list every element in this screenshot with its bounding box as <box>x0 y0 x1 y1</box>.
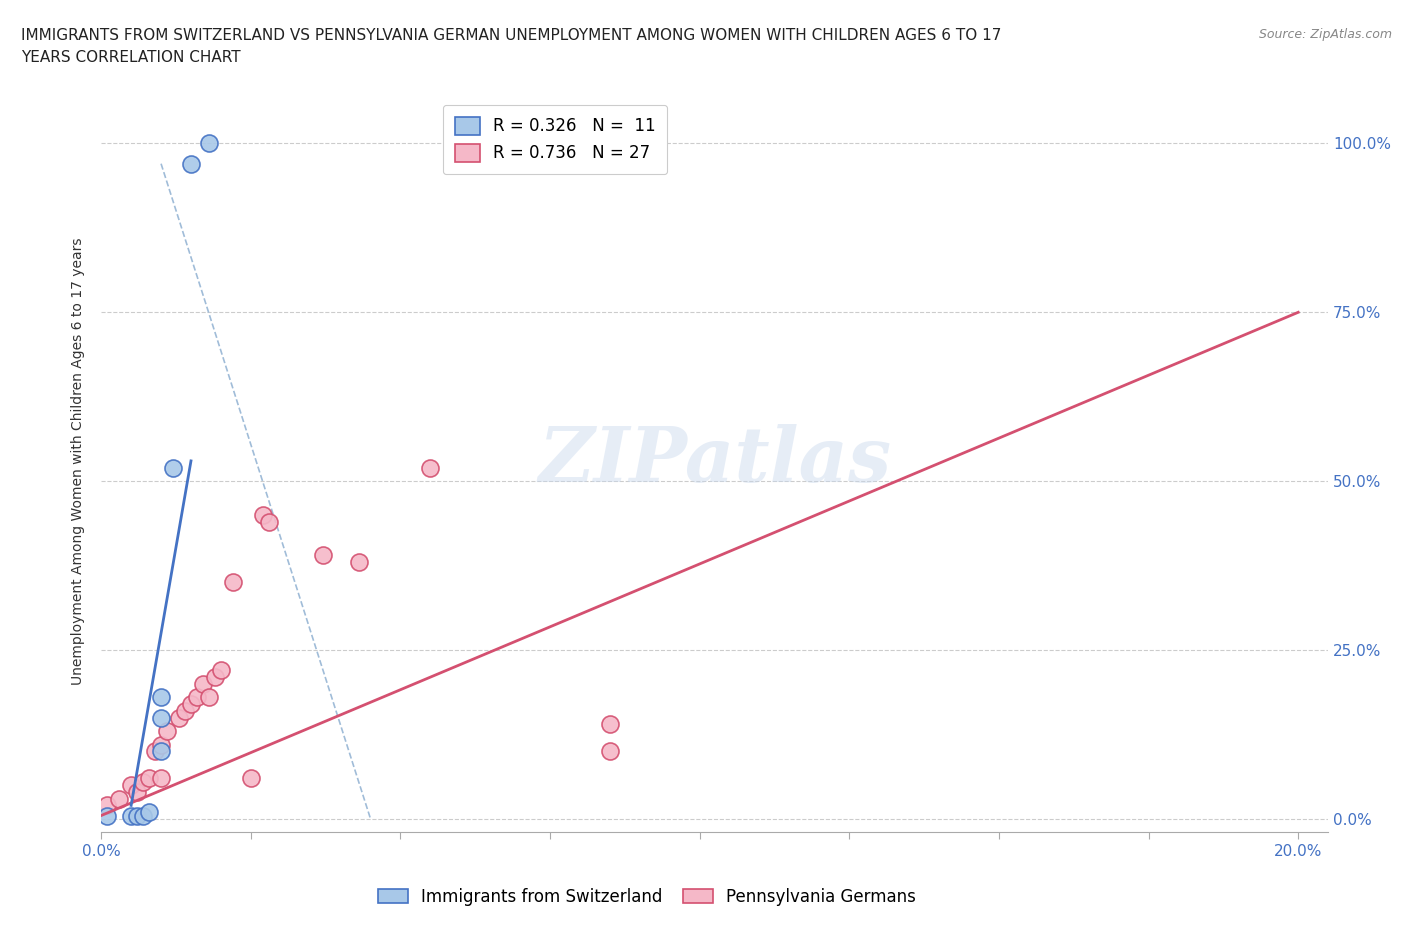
Point <box>150 771 173 786</box>
Point <box>138 804 160 819</box>
Point <box>599 744 621 759</box>
Point <box>120 777 142 792</box>
Point <box>311 548 333 563</box>
Point <box>143 744 166 759</box>
Point <box>599 717 621 732</box>
Point <box>132 808 155 823</box>
Point <box>186 690 208 705</box>
Point <box>198 690 221 705</box>
Point <box>419 460 441 475</box>
Point <box>96 798 118 813</box>
Point <box>191 676 214 691</box>
Point <box>120 808 142 823</box>
Point <box>127 784 149 799</box>
Text: ZIPatlas: ZIPatlas <box>538 424 891 498</box>
Point <box>156 724 179 738</box>
Legend: Immigrants from Switzerland, Pennsylvania Germans: Immigrants from Switzerland, Pennsylvani… <box>371 881 922 912</box>
Point <box>150 744 173 759</box>
Text: Source: ZipAtlas.com: Source: ZipAtlas.com <box>1258 28 1392 41</box>
Point <box>108 791 131 806</box>
Point <box>174 703 197 718</box>
Point <box>138 771 160 786</box>
Point <box>257 514 280 529</box>
Point <box>204 670 226 684</box>
Point <box>150 711 173 725</box>
Y-axis label: Unemployment Among Women with Children Ages 6 to 17 years: Unemployment Among Women with Children A… <box>72 237 86 684</box>
Point <box>239 771 262 786</box>
Point <box>167 711 190 725</box>
Legend: R = 0.326   N =  11, R = 0.736   N = 27: R = 0.326 N = 11, R = 0.736 N = 27 <box>443 105 668 174</box>
Point <box>222 575 245 590</box>
Point <box>198 136 221 151</box>
Text: IMMIGRANTS FROM SWITZERLAND VS PENNSYLVANIA GERMAN UNEMPLOYMENT AMONG WOMEN WITH: IMMIGRANTS FROM SWITZERLAND VS PENNSYLVA… <box>21 28 1001 65</box>
Point <box>127 808 149 823</box>
Point <box>132 775 155 790</box>
Point <box>150 690 173 705</box>
Point <box>150 737 173 752</box>
Point <box>180 697 202 711</box>
Point <box>162 460 184 475</box>
Point <box>209 663 232 678</box>
Point <box>180 156 202 171</box>
Point <box>96 808 118 823</box>
Point <box>252 508 274 523</box>
Point <box>347 555 370 570</box>
